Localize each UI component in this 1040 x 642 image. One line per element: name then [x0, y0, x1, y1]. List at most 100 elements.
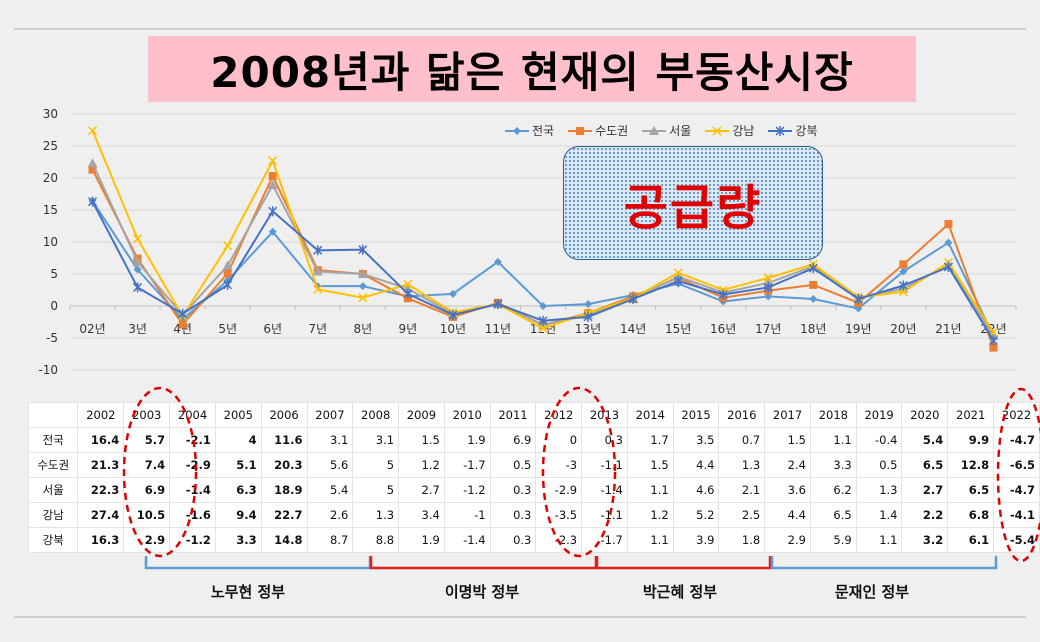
table-cell: 1.5: [626, 452, 674, 478]
y-tick-label: -10: [38, 363, 58, 377]
table-year-header: 2015: [672, 402, 720, 428]
table-cell: 27.4: [77, 502, 125, 528]
legend-swatch: [568, 126, 593, 135]
data-point: [898, 287, 908, 297]
table-cell: 2.6: [306, 502, 354, 528]
table-year-header: 2013: [581, 402, 628, 428]
table-cell: 8.8: [352, 527, 400, 553]
legend-swatch: [705, 125, 730, 136]
x-tick-label: 5년: [218, 322, 237, 336]
table-cell: 0.3: [489, 527, 537, 553]
table-year-header: 2019: [855, 402, 903, 428]
data-point: [178, 320, 187, 329]
legend-item: 서울: [642, 122, 691, 139]
data-table: 2002 2003 2004 2005 2006 2007 2008 2009 2010 2011…: [27, 402, 1040, 553]
table-cell: 4.4: [672, 452, 720, 478]
supply-callout-text: 공급량: [623, 180, 763, 236]
table-year-header: 2010: [443, 402, 491, 428]
table-cell: 16.3: [77, 527, 125, 553]
data-point: [718, 289, 728, 300]
data-point: [584, 300, 593, 309]
table-cell: 2.9: [764, 527, 811, 553]
x-tick-label: 9년: [399, 322, 418, 336]
data-point: [87, 126, 98, 136]
x-tick-label: 16년: [710, 322, 736, 336]
x-tick-label: 18년: [800, 322, 826, 336]
data-point: [809, 294, 818, 303]
data-point: [673, 268, 683, 278]
table-cell: 10.5: [123, 502, 171, 528]
table-cell: 6.2: [809, 477, 857, 503]
x-tick-label: 17년: [755, 322, 781, 336]
table-cell: 1.1: [626, 477, 674, 503]
era-bracket: [770, 556, 998, 570]
legend-label: 전국: [532, 124, 555, 138]
table-cell: 5.9: [809, 527, 857, 553]
legend-swatch: [768, 125, 793, 136]
data-point: [513, 126, 521, 135]
chart-legend: 전국 수도권 서울 강남 강북: [505, 122, 818, 139]
data-point: [87, 158, 98, 168]
table-row-label: 서울: [27, 477, 79, 503]
highlight-ellipse: [541, 386, 617, 558]
data-point: [853, 293, 863, 304]
table-cell: 3.1: [306, 427, 354, 453]
x-tick-label: 8년: [353, 322, 372, 336]
table-cell: 0.3: [581, 427, 628, 453]
table-cell: 0.5: [855, 452, 903, 478]
table-year-header: 2002: [77, 402, 125, 428]
table-cell: 2.7: [398, 477, 445, 503]
data-point: [493, 257, 502, 266]
data-point: [403, 279, 413, 289]
data-point: [493, 299, 503, 310]
table-cell: 2.9: [123, 527, 171, 553]
table-cell: 5: [352, 477, 400, 503]
x-tick-label: 13년: [575, 322, 601, 336]
data-point: [222, 260, 233, 270]
table-cell: 6.3: [214, 477, 262, 503]
table-cell: 1.2: [398, 452, 445, 478]
table-row-label: 강북: [27, 527, 79, 553]
table-cell: 8.7: [306, 527, 354, 553]
data-point: [133, 234, 143, 244]
table-cell: 1.4: [855, 502, 903, 528]
legend-label: 수도권: [595, 124, 629, 138]
table-year-header: 2022: [993, 402, 1040, 428]
table-cell: 0.3: [489, 502, 537, 528]
table-corner: [27, 402, 79, 428]
table-header-row: 2002 2003 2004 2005 2006 2007 2008 2009 2010 2011…: [27, 402, 1040, 428]
data-point: [808, 263, 818, 274]
era-label: 박근혜 정부: [643, 583, 717, 601]
era-bracket: [369, 556, 598, 570]
table-cell: 1.9: [398, 527, 445, 553]
data-point: [313, 245, 323, 256]
data-point: [448, 289, 457, 298]
table-cell: -1.1: [581, 452, 628, 478]
data-point: [539, 302, 547, 310]
table-cell: 18.9: [260, 477, 308, 503]
table-cell: 5.2: [672, 502, 720, 528]
table-cell: 5.4: [901, 427, 949, 453]
x-tick-label: 6년: [263, 322, 282, 336]
table-cell: 2.7: [901, 477, 949, 503]
data-point: [809, 280, 818, 289]
highlight-ellipse: [996, 387, 1040, 563]
data-point: [358, 244, 368, 255]
data-point: [538, 315, 548, 326]
table-year-header: 2017: [764, 402, 811, 428]
era-bracket: [144, 556, 372, 570]
legend-label: 서울: [669, 124, 692, 138]
data-point: [403, 288, 413, 299]
data-point: [87, 196, 98, 207]
table-row: 전국 16.4 5.7 -2.1 4 11.6 3.1 3.1 1.5 1.9 6.9 0 0.3 1.7…: [27, 427, 1040, 453]
y-tick-label: 30: [43, 107, 58, 121]
table-cell: 22.3: [77, 477, 125, 503]
legend-label: 강남: [732, 124, 755, 138]
legend-item: 전국: [505, 122, 554, 139]
supply-callout: 공급량: [563, 146, 823, 260]
table-row: 서울 22.3 6.9 -1.4 6.3 18.9 5.4 5 2.7 -1.2 0.3 -2.9 -1…: [27, 477, 1040, 503]
data-point: [763, 282, 773, 293]
legend-item: 강북: [768, 122, 818, 139]
highlight-ellipse: [122, 386, 198, 558]
data-point: [358, 293, 368, 303]
